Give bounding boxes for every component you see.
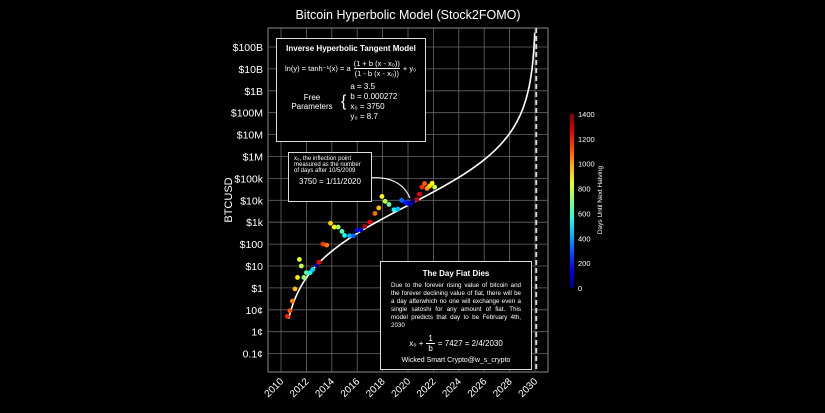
brace: { — [341, 93, 347, 110]
data-point — [320, 241, 326, 247]
y-tick-label: 1¢ — [251, 327, 263, 339]
x-tick-label: 2012 — [288, 376, 312, 400]
data-point — [342, 232, 347, 238]
data-point — [347, 233, 352, 239]
x-tick-label: 2026 — [466, 376, 490, 400]
param-a: a = 3.5 — [350, 82, 376, 91]
data-point — [335, 224, 341, 230]
inflection-box: x₀, the inflection point measured as the… — [288, 152, 372, 202]
data-point — [354, 228, 360, 233]
data-point — [316, 259, 322, 265]
y-tick-label: $10M — [237, 130, 263, 142]
data-point — [382, 198, 388, 204]
data-point — [399, 197, 405, 203]
colorbar-tick-label: 1200 — [578, 135, 595, 144]
colorbar-tick-label: 1400 — [578, 110, 595, 119]
data-point — [410, 198, 416, 204]
data-point — [376, 205, 382, 211]
colorbar-tick-label: 0 — [578, 284, 582, 293]
data-point — [339, 229, 345, 234]
data-point — [298, 263, 304, 269]
y-tick-label: $100 — [240, 239, 264, 251]
data-point — [284, 313, 290, 319]
data-point — [310, 266, 316, 272]
inflection-arrow — [367, 177, 411, 199]
x-tick-label: 2030 — [517, 376, 541, 400]
data-point — [358, 227, 364, 233]
data-point — [429, 180, 435, 186]
x-tick-label: 2010 — [263, 376, 287, 400]
x-tick-label: 2024 — [440, 376, 464, 400]
colorbar-tick-label: 800 — [578, 185, 591, 194]
x-tick-label: 2020 — [390, 376, 414, 400]
x-tick-label: 2018 — [364, 376, 388, 400]
y-tick-label: $1k — [246, 217, 264, 229]
colorbar — [570, 114, 574, 288]
params-label: Free Parameters — [291, 93, 333, 111]
data-point — [301, 275, 307, 280]
model-equation: ln(y) = tanh⁻¹(x) = a (1 + b (x - x₀)) (1… — [285, 59, 417, 78]
param-b: b = 0.000272 — [350, 92, 398, 101]
data-point — [391, 207, 397, 213]
colorbar-label: Days Until Next Halving — [597, 165, 604, 234]
y-tick-label: $100k — [234, 173, 263, 185]
y-tick-label: $1B — [244, 86, 263, 98]
data-point — [372, 211, 378, 216]
data-point — [297, 257, 302, 262]
data-point — [295, 275, 300, 280]
data-point — [287, 308, 293, 314]
y-tick-label: $100M — [231, 108, 263, 120]
data-point — [290, 298, 295, 304]
y-tick-label: $10B — [238, 64, 263, 76]
fiat-box: The Day Fiat Dies Due to the forever ris… — [380, 261, 532, 370]
data-point — [331, 224, 337, 230]
y-tick-label: $10 — [245, 261, 263, 273]
data-point — [432, 184, 438, 190]
param-x0: x₀ = 3750 — [350, 102, 385, 111]
chart-title: Bitcoin Hyperbolic Model (Stock2FOMO) — [295, 8, 521, 22]
x-tick-label: 2028 — [491, 376, 515, 400]
model-box: Inverse Hyperbolic Tangent Model ln(y) =… — [276, 38, 426, 142]
y-tick-label: $100B — [233, 42, 263, 54]
x-tick-label: 2014 — [313, 376, 337, 400]
y-tick-label: $1M — [243, 152, 263, 164]
data-point — [324, 242, 330, 248]
param-y0: y₀ = 8.7 — [350, 112, 378, 121]
data-point — [417, 191, 422, 197]
data-point — [328, 220, 333, 226]
data-point — [414, 196, 420, 202]
data-point — [304, 270, 309, 275]
data-point — [379, 194, 385, 199]
data-point — [419, 184, 425, 190]
data-point — [395, 206, 401, 212]
y-axis-label: BTCUSD — [223, 177, 235, 222]
data-point — [367, 219, 373, 225]
data-point — [307, 270, 313, 275]
y-tick-label: 0.1¢ — [243, 349, 264, 361]
data-point — [292, 286, 298, 292]
y-tick-label: $10k — [240, 195, 264, 207]
colorbar-tick-label: 600 — [578, 209, 591, 218]
data-point — [386, 201, 392, 207]
y-tick-label: 10¢ — [245, 305, 263, 317]
y-tick-label: $1 — [251, 283, 263, 295]
model-title: Inverse Hyperbolic Tangent Model — [286, 44, 416, 53]
colorbar-tick-label: 200 — [578, 259, 591, 268]
data-point — [422, 181, 427, 186]
x-tick-label: 2022 — [415, 376, 439, 400]
colorbar-tick-label: 400 — [578, 234, 591, 243]
x-tick-label: 2016 — [339, 376, 363, 400]
data-point — [350, 233, 356, 239]
colorbar-tick-label: 1000 — [578, 160, 595, 169]
data-point — [362, 223, 368, 229]
